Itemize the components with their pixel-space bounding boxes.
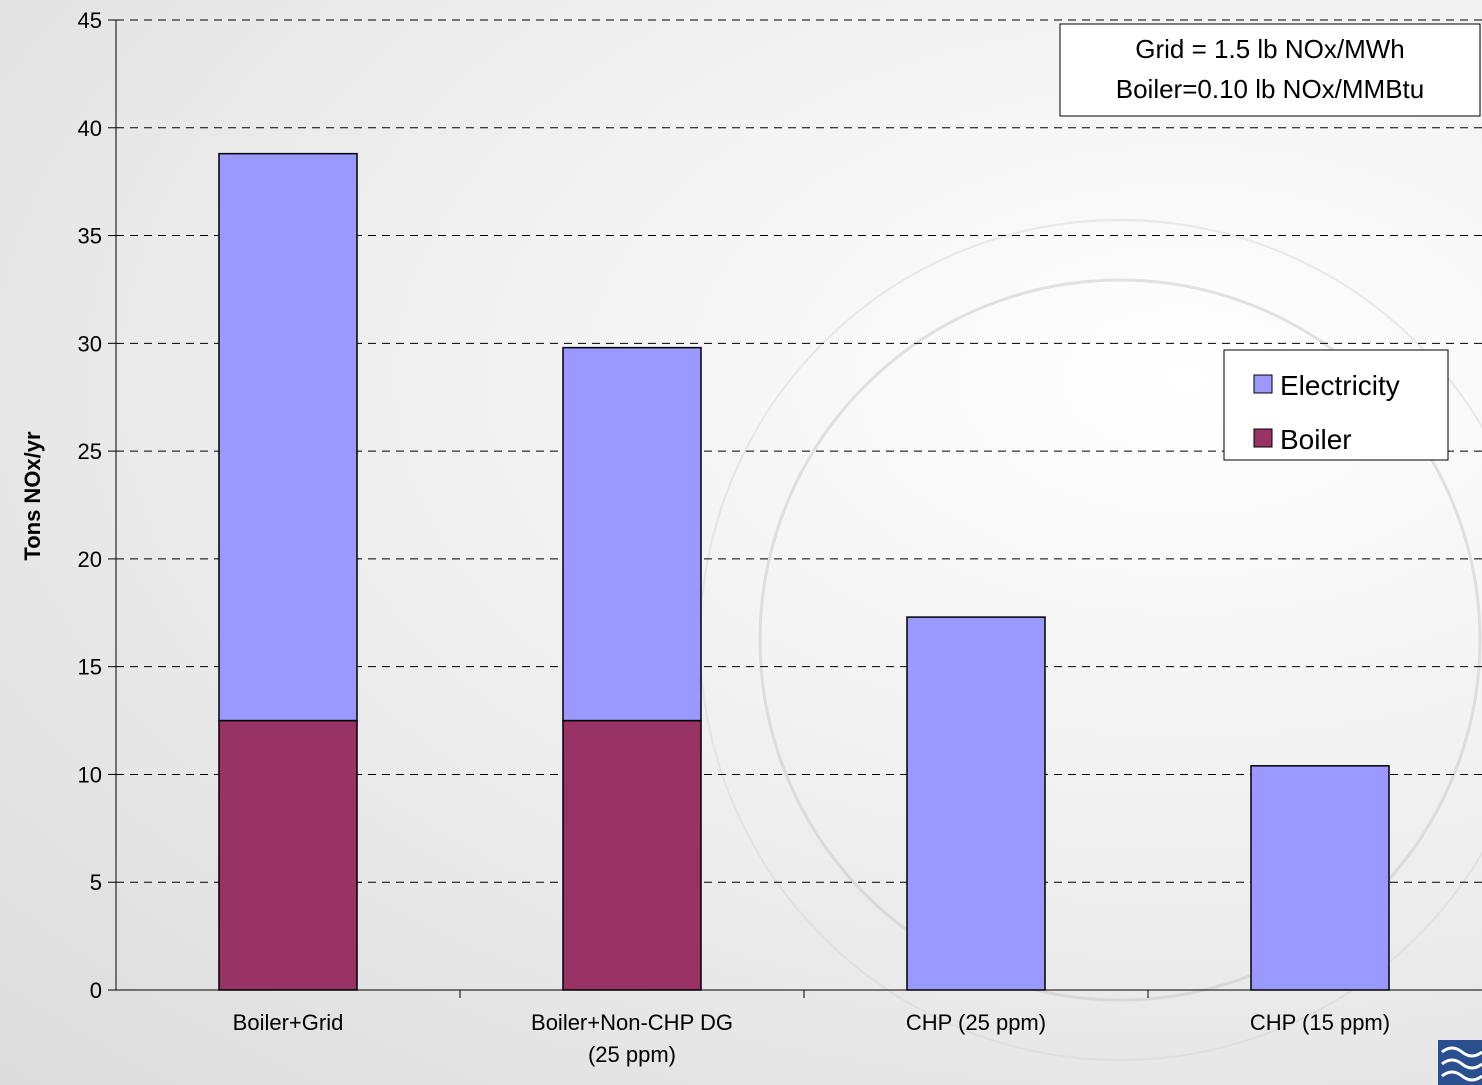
y-tick-label: 20 <box>78 547 102 572</box>
logo-icon <box>1438 1040 1482 1085</box>
annotation-line-2: Boiler=0.10 lb NOx/MMBtu <box>1116 74 1425 104</box>
y-tick-label: 45 <box>78 8 102 33</box>
labels: 0 5 10 15 20 25 30 35 40 45 Boiler+Grid Boiler+Non-… <box>78 8 1391 1067</box>
bar-boiler <box>218 719 358 991</box>
y-axis-label: Tons NOx/yr <box>20 431 45 561</box>
legend-label-electricity: Electricity <box>1280 370 1400 401</box>
x-category-label: CHP (15 ppm) <box>1250 1010 1390 1035</box>
y-tick-label: 5 <box>90 870 102 895</box>
bar-electricity <box>906 616 1046 991</box>
annotation-line-1: Grid = 1.5 lb NOx/MWh <box>1135 34 1404 64</box>
y-tick-label: 35 <box>78 224 102 249</box>
bar-boiler <box>562 719 702 991</box>
bar-electricity <box>218 152 358 722</box>
x-category-label: Boiler+Grid <box>233 1010 344 1035</box>
bar-electricity <box>562 346 702 722</box>
y-tick-label: 10 <box>78 762 102 787</box>
legend-label-boiler: Boiler <box>1280 424 1352 455</box>
legend-swatch-electricity <box>1253 374 1273 394</box>
bar-electricity <box>1250 765 1390 991</box>
y-tick-label: 25 <box>78 439 102 464</box>
legend-swatch-boiler <box>1253 428 1273 448</box>
legend: Electricity Boiler <box>1223 349 1449 461</box>
x-category-label: CHP (25 ppm) <box>906 1010 1046 1035</box>
y-tick-label: 40 <box>78 116 102 141</box>
annotation-box: Grid = 1.5 lb NOx/MWh Boiler=0.10 lb NOx… <box>1059 23 1481 117</box>
y-tick-label: 0 <box>90 978 102 1003</box>
y-tick-label: 15 <box>78 655 102 680</box>
y-tick-label: 30 <box>78 331 102 356</box>
x-category-label: Boiler+Non-CHP DG (25 ppm) <box>531 1010 733 1067</box>
bars <box>218 152 1390 991</box>
